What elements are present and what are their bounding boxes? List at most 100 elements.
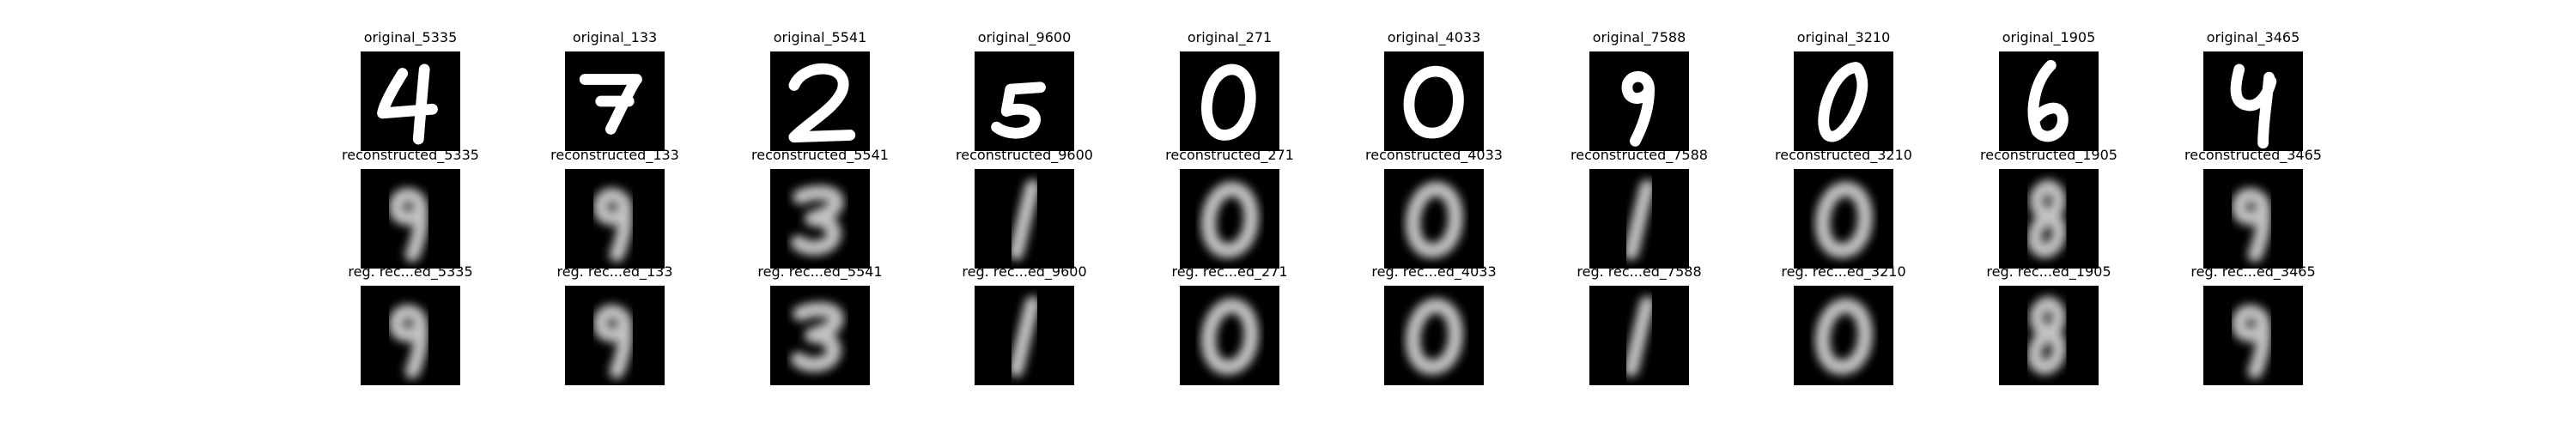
panel-title: reg. rec...ed_3465 bbox=[2190, 263, 2316, 280]
digit-glyph bbox=[1405, 298, 1463, 375]
reconstructed-digit-image bbox=[1999, 169, 2099, 269]
digit-glyph bbox=[790, 301, 844, 372]
original-digit-image bbox=[770, 51, 870, 151]
reconstructed-digit-image bbox=[2203, 169, 2303, 269]
digit-glyph bbox=[1624, 179, 1655, 261]
digit-glyph bbox=[1201, 63, 1256, 141]
digit-glyph bbox=[2026, 296, 2067, 375]
digit-glyph bbox=[1009, 296, 1040, 378]
reg-reconstructed-digit-image bbox=[565, 286, 665, 385]
digit-stroke bbox=[1814, 298, 1873, 375]
reg-reconstructed-digit-image bbox=[1180, 286, 1279, 385]
panel-title: reg. rec...ed_133 bbox=[556, 263, 673, 280]
panel-title: reconstructed_133 bbox=[550, 147, 679, 163]
digit-stroke bbox=[1818, 62, 1868, 142]
panel-title: original_133 bbox=[572, 29, 658, 45]
panel-title: original_5541 bbox=[773, 29, 867, 45]
panel-title: original_4033 bbox=[1387, 29, 1481, 45]
digit-glyph bbox=[2026, 179, 2067, 258]
digit-glyph bbox=[1818, 62, 1868, 142]
reg-reconstructed-digit-image bbox=[770, 286, 870, 385]
panel-title: original_3210 bbox=[1796, 29, 1891, 45]
digit-stroke bbox=[593, 305, 633, 379]
digit-glyph bbox=[1405, 181, 1463, 258]
digit-glyph bbox=[1009, 179, 1040, 261]
digit-glyph bbox=[593, 305, 633, 379]
digit-stroke bbox=[1814, 181, 1873, 258]
panel-title: reconstructed_9600 bbox=[956, 147, 1093, 163]
digit-stroke bbox=[2026, 179, 2067, 258]
original-digit-image bbox=[361, 51, 460, 151]
reg-reconstructed-digit-image bbox=[1384, 286, 1484, 385]
digit-glyph bbox=[1814, 298, 1873, 375]
panel-title: reg. rec...ed_7588 bbox=[1577, 263, 1702, 280]
digit-stroke bbox=[1009, 296, 1040, 378]
digit-glyph bbox=[579, 74, 642, 135]
original-digit-image bbox=[1589, 51, 1689, 151]
original-digit-image bbox=[2203, 51, 2303, 151]
digit-stroke bbox=[788, 63, 856, 143]
digit-stroke bbox=[1621, 71, 1655, 147]
panel-title: reg. rec...ed_9600 bbox=[962, 263, 1087, 280]
panel-title: reg. rec...ed_5541 bbox=[757, 263, 883, 280]
original-digit-image bbox=[565, 51, 665, 151]
digit-glyph bbox=[1200, 298, 1259, 375]
digit-stroke bbox=[2232, 305, 2271, 379]
panel-title: reg. rec...ed_4033 bbox=[1371, 263, 1497, 280]
digit-glyph bbox=[1200, 181, 1259, 258]
panel-title: reconstructed_7588 bbox=[1571, 147, 1708, 163]
reg-reconstructed-digit-image bbox=[1999, 286, 2099, 385]
panel-title: reconstructed_3465 bbox=[2184, 147, 2322, 163]
digit-stroke bbox=[790, 301, 844, 372]
digit-stroke bbox=[2232, 188, 2271, 263]
digit-stroke bbox=[1624, 179, 1655, 261]
reconstructed-digit-image bbox=[1180, 169, 1279, 269]
reconstructed-digit-image bbox=[1589, 169, 1689, 269]
digit-stroke bbox=[991, 82, 1046, 139]
reconstructed-digit-image bbox=[770, 169, 870, 269]
digit-stroke bbox=[2230, 63, 2277, 149]
digit-stroke bbox=[1009, 179, 1040, 261]
reconstructed-digit-image bbox=[1794, 169, 1893, 269]
reconstructed-digit-image bbox=[1384, 169, 1484, 269]
digit-stroke bbox=[790, 184, 844, 256]
digit-glyph bbox=[1621, 71, 1655, 147]
panel-title: reg. rec...ed_271 bbox=[1171, 263, 1288, 280]
digit-stroke bbox=[1200, 298, 1259, 375]
panel-title: reconstructed_271 bbox=[1165, 147, 1294, 163]
digit-glyph bbox=[790, 184, 844, 256]
digit-glyph bbox=[1624, 296, 1655, 378]
panel-title: reg. rec...ed_5335 bbox=[348, 263, 473, 280]
reconstructed-digit-image bbox=[975, 169, 1074, 269]
panel-title: reconstructed_1905 bbox=[1980, 147, 2117, 163]
digit-stroke bbox=[2027, 59, 2069, 142]
panel-title: original_5335 bbox=[363, 29, 458, 45]
digit-stroke bbox=[1405, 298, 1463, 375]
original-digit-image bbox=[975, 51, 1074, 151]
panel-title: reg. rec...ed_1905 bbox=[1986, 263, 2111, 280]
panel-title: original_271 bbox=[1187, 29, 1273, 45]
digit-glyph bbox=[2232, 188, 2271, 263]
panel-title: reconstructed_3210 bbox=[1775, 147, 1912, 163]
panel-title: reconstructed_5335 bbox=[342, 147, 479, 163]
digit-glyph bbox=[389, 188, 428, 263]
original-digit-image bbox=[1384, 51, 1484, 151]
panel-title: original_3465 bbox=[2206, 29, 2300, 45]
digit-stroke bbox=[1403, 65, 1464, 139]
reconstructed-digit-image bbox=[361, 169, 460, 269]
digit-stroke bbox=[593, 188, 633, 263]
original-digit-image bbox=[1180, 51, 1279, 151]
digit-glyph bbox=[1403, 65, 1464, 139]
digit-glyph bbox=[377, 63, 438, 145]
reg-reconstructed-digit-image bbox=[1794, 286, 1893, 385]
original-digit-image bbox=[1999, 51, 2099, 151]
digit-stroke bbox=[389, 188, 428, 263]
digit-stroke bbox=[389, 305, 428, 379]
digit-stroke bbox=[1624, 296, 1655, 378]
digit-stroke bbox=[1201, 63, 1256, 141]
digit-glyph bbox=[2230, 63, 2277, 149]
reg-reconstructed-digit-image bbox=[975, 286, 1074, 385]
digit-glyph bbox=[593, 188, 633, 263]
digit-glyph bbox=[1814, 181, 1873, 258]
